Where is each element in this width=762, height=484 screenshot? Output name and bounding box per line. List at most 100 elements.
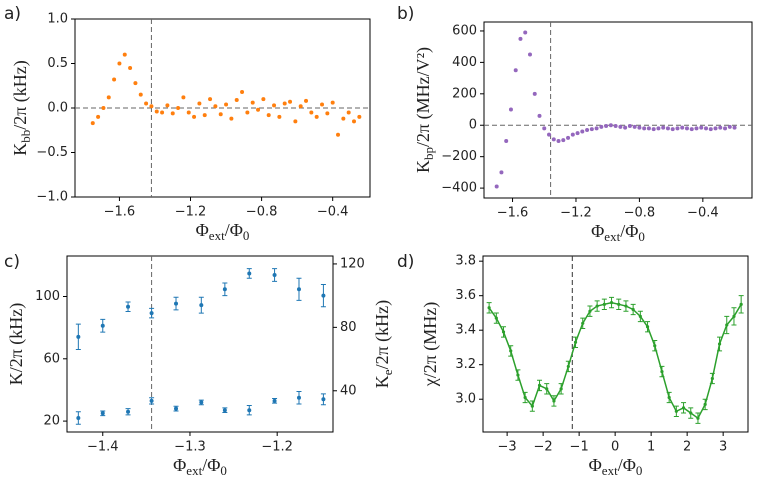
data-point: [149, 311, 154, 316]
data-point: [309, 110, 314, 115]
data-point: [718, 125, 723, 130]
label-part: /Φ: [202, 455, 220, 475]
data-point: [222, 287, 227, 292]
data-point: [638, 314, 642, 318]
data-point: [100, 323, 105, 328]
x-tick-label: −1.2: [261, 440, 293, 455]
data-point: [632, 124, 637, 129]
data-point: [250, 100, 255, 105]
plot-frame: [483, 21, 753, 199]
y-tick-label: 200: [452, 86, 477, 101]
data-point: [222, 408, 227, 413]
data-point: [346, 110, 351, 115]
data-point: [530, 404, 534, 408]
data-point: [589, 127, 594, 132]
data-point: [494, 316, 498, 320]
data-point: [509, 349, 513, 353]
y-tick-label: 60: [43, 351, 60, 366]
label-part: Φ: [591, 221, 604, 241]
data-point: [128, 65, 133, 70]
y-tick-label: 0: [469, 118, 477, 133]
label-part: K: [413, 160, 433, 173]
data-point: [293, 119, 298, 124]
data-point: [656, 126, 661, 131]
x-tick-label: −0.8: [624, 206, 656, 221]
data-point: [661, 125, 666, 130]
data-point: [208, 97, 213, 102]
data-point: [608, 123, 613, 128]
data-point: [513, 68, 518, 73]
data-point: [296, 395, 301, 400]
data-point: [537, 383, 542, 388]
data-point: [674, 409, 678, 413]
data-point: [732, 314, 736, 318]
x-tick-label: −1.4: [87, 440, 119, 455]
label-part: /Φ: [225, 220, 243, 240]
data-point: [694, 126, 699, 131]
data-point: [599, 124, 604, 129]
data-point: [713, 126, 718, 131]
label-part: /2π (kHz): [10, 60, 31, 130]
data-point: [585, 127, 590, 132]
data-point: [580, 129, 585, 134]
data-point: [552, 399, 556, 403]
data-point: [609, 300, 614, 305]
data-point: [314, 114, 319, 119]
data-point: [261, 97, 266, 102]
panel-label: b): [397, 4, 414, 24]
y-tick-label: 3.2: [455, 357, 476, 372]
data-point: [170, 111, 175, 116]
y-tick-label: −200: [441, 149, 477, 164]
data-point: [330, 100, 335, 105]
data-point: [617, 302, 621, 306]
axis-label: K/2π (kHz): [6, 303, 27, 386]
data-point: [144, 101, 149, 106]
data-point: [604, 124, 609, 129]
data-point: [645, 325, 650, 329]
axis-label: Kbb/2π (kHz): [10, 60, 33, 156]
data-point: [352, 119, 357, 124]
x-tick-label: −1.2: [175, 205, 207, 220]
data-point: [149, 398, 154, 403]
data-point: [133, 81, 138, 86]
x-tick-label: 2: [683, 440, 691, 455]
y-tick-label: 3.6: [455, 288, 476, 303]
y-tick-label: 1.0: [47, 12, 68, 27]
data-point: [138, 92, 143, 97]
x-tick-label: −2: [534, 440, 553, 455]
data-point: [298, 104, 303, 109]
data-point: [199, 303, 204, 308]
label-part: K: [372, 375, 392, 388]
data-point: [272, 103, 277, 108]
data-point: [494, 184, 499, 189]
data-point: [181, 95, 186, 100]
x-tick-label: −0.8: [246, 205, 278, 220]
data-point: [229, 116, 234, 121]
data-point: [272, 398, 277, 403]
x-tick-label: 0: [611, 440, 619, 455]
y-tick-label: 120: [340, 256, 365, 271]
data-point: [708, 127, 713, 132]
data-point: [501, 330, 506, 334]
x-tick-label: 3: [719, 440, 727, 455]
y-tick-label: 0.0: [47, 101, 68, 116]
data-point: [504, 138, 509, 143]
data-point: [723, 126, 728, 131]
data-point: [516, 373, 520, 377]
x-tick-label: −0.4: [687, 206, 719, 221]
data-point: [566, 364, 570, 369]
data-point: [126, 304, 131, 309]
data-point: [660, 370, 664, 374]
data-point: [320, 102, 325, 107]
axis-label: Φext/Φ0: [589, 455, 643, 478]
label-part: /Φ: [618, 455, 636, 475]
data-point: [602, 302, 606, 306]
data-point: [595, 304, 599, 308]
y-tick-label: 20: [43, 414, 60, 429]
data-point: [613, 124, 618, 129]
label-part: bp: [421, 147, 436, 160]
label-part: ext: [604, 229, 620, 244]
data-point: [325, 111, 330, 116]
data-point: [556, 138, 561, 143]
